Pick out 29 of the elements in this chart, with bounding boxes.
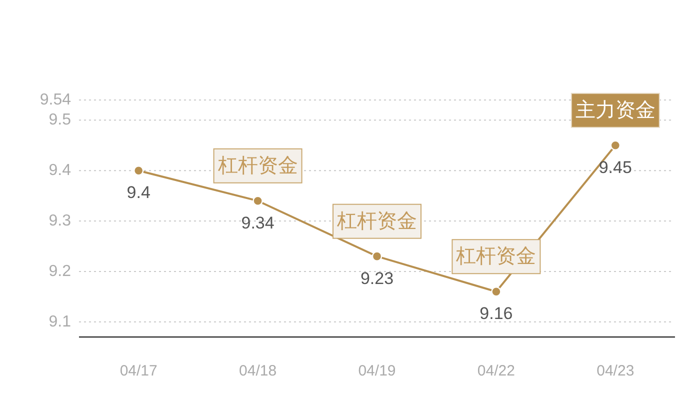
y-tick-label: 9.54 (40, 92, 72, 108)
y-tick-label: 9.1 (48, 313, 72, 330)
annotation: 主力资金 (575, 98, 656, 122)
point (134, 165, 144, 176)
point (610, 140, 620, 150)
x-tick-label: 04/19 (358, 362, 396, 380)
point (491, 286, 502, 297)
data-label: 9.23 (360, 268, 394, 288)
data-label: 9.34 (241, 213, 274, 232)
point (252, 196, 263, 206)
annotation: 杠杆资金 (455, 246, 536, 268)
annotation: 杠杆资金 (216, 154, 298, 177)
annotation: 杠杆资金 (336, 210, 417, 232)
point (372, 251, 382, 262)
annotation: 杠杆资金 (332, 204, 422, 239)
y-tick-label: 9.2 (48, 262, 72, 280)
x-tick-label: 04/23 (596, 362, 634, 380)
y-tick-label: 9.4 (48, 162, 72, 180)
x-tick-label: 04/17 (120, 362, 158, 380)
annotation: 杠杆资金 (213, 148, 302, 184)
y-tick-label: 9.5 (48, 112, 72, 129)
y-tick-label: 9.3 (48, 212, 72, 230)
annotation: 杠杆资金 (452, 239, 541, 274)
data-label: 9.4 (126, 183, 150, 202)
data-label: 9.16 (480, 304, 513, 324)
x-tick-label: 04/22 (477, 362, 515, 380)
annotation: 主力资金 (570, 92, 660, 128)
data-label: 9.45 (598, 158, 632, 177)
x-tick-label: 04/18 (239, 362, 277, 380)
